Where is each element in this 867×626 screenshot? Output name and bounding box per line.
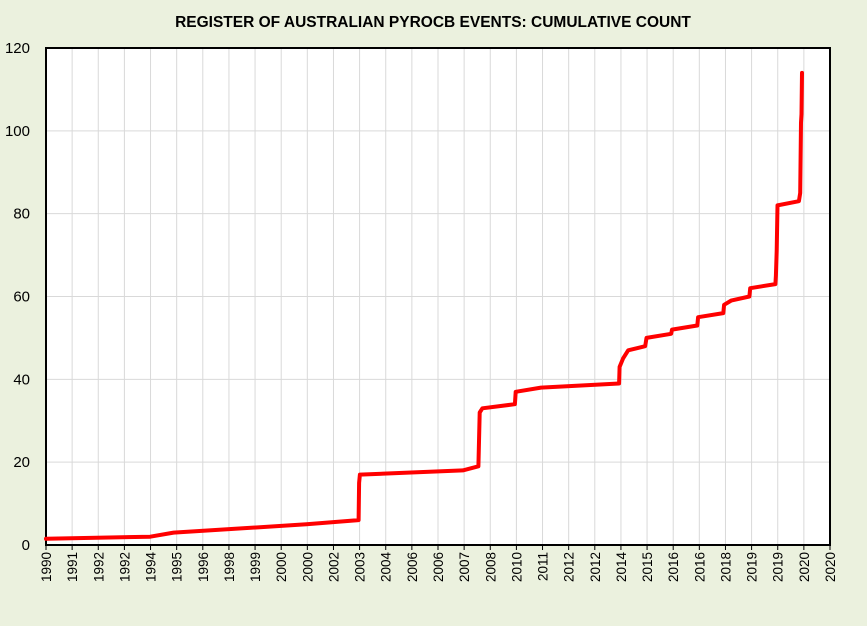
x-tick-label: 2015 xyxy=(640,552,655,582)
x-tick-label: 2011 xyxy=(536,552,551,581)
series-layer xyxy=(44,70,804,541)
y-tick-label: 60 xyxy=(13,289,30,306)
x-tick-label: 2020 xyxy=(797,552,812,582)
x-tick-label: 2019 xyxy=(771,552,786,582)
x-tick-label: 1992 xyxy=(117,552,132,582)
x-tick-label: 2018 xyxy=(718,552,733,582)
x-tick-label: 1999 xyxy=(248,552,263,582)
series-line xyxy=(44,70,804,541)
x-tick-label: 1996 xyxy=(196,552,211,582)
y-tick-label: 40 xyxy=(13,371,30,388)
x-tick-label: 2012 xyxy=(588,552,603,582)
x-tick-label: 2000 xyxy=(274,552,289,582)
x-tick-label: 1990 xyxy=(39,552,54,582)
x-tick-label: 2002 xyxy=(326,552,341,582)
x-tick-label: 1995 xyxy=(170,552,185,582)
y-axis: 0 20 40 60 80 100 120 xyxy=(5,40,30,554)
x-tick-label: 2004 xyxy=(379,552,394,583)
x-tick-label: 2008 xyxy=(483,552,498,582)
x-tick-label: 2003 xyxy=(353,552,368,582)
x-tick-label: 1998 xyxy=(222,552,237,582)
chart-title: REGISTER OF AUSTRALIAN PYROCB EVENTS: CU… xyxy=(175,14,691,31)
x-tick-label: 2010 xyxy=(509,552,524,582)
y-tick-label: 120 xyxy=(5,40,30,57)
x-tick-label: 2016 xyxy=(692,552,707,582)
y-tick-label: 100 xyxy=(5,123,30,140)
x-tick-label: 2014 xyxy=(614,552,629,583)
x-tick-label: 2020 xyxy=(823,552,838,582)
x-axis: 1990 1991 1992 1992 1994 1995 1996 1998 1999 2000… xyxy=(39,545,838,582)
x-tick-label: 2006 xyxy=(431,552,446,582)
x-tick-label: 1994 xyxy=(144,552,159,583)
x-tick-label: 1991 xyxy=(65,552,80,582)
y-tick-label: 80 xyxy=(13,206,30,223)
x-tick-label: 2016 xyxy=(666,552,681,582)
y-tick-label: 20 xyxy=(13,454,30,471)
x-tick-label: 2012 xyxy=(562,552,577,582)
y-tick-label: 0 xyxy=(22,537,30,554)
x-tick-label: 2007 xyxy=(457,552,472,582)
x-tick-label: 2006 xyxy=(405,552,420,582)
x-tick-label: 2000 xyxy=(300,552,315,582)
x-tick-label: 2019 xyxy=(745,552,760,582)
x-tick-label: 1992 xyxy=(91,552,106,582)
gridlines xyxy=(46,48,830,545)
